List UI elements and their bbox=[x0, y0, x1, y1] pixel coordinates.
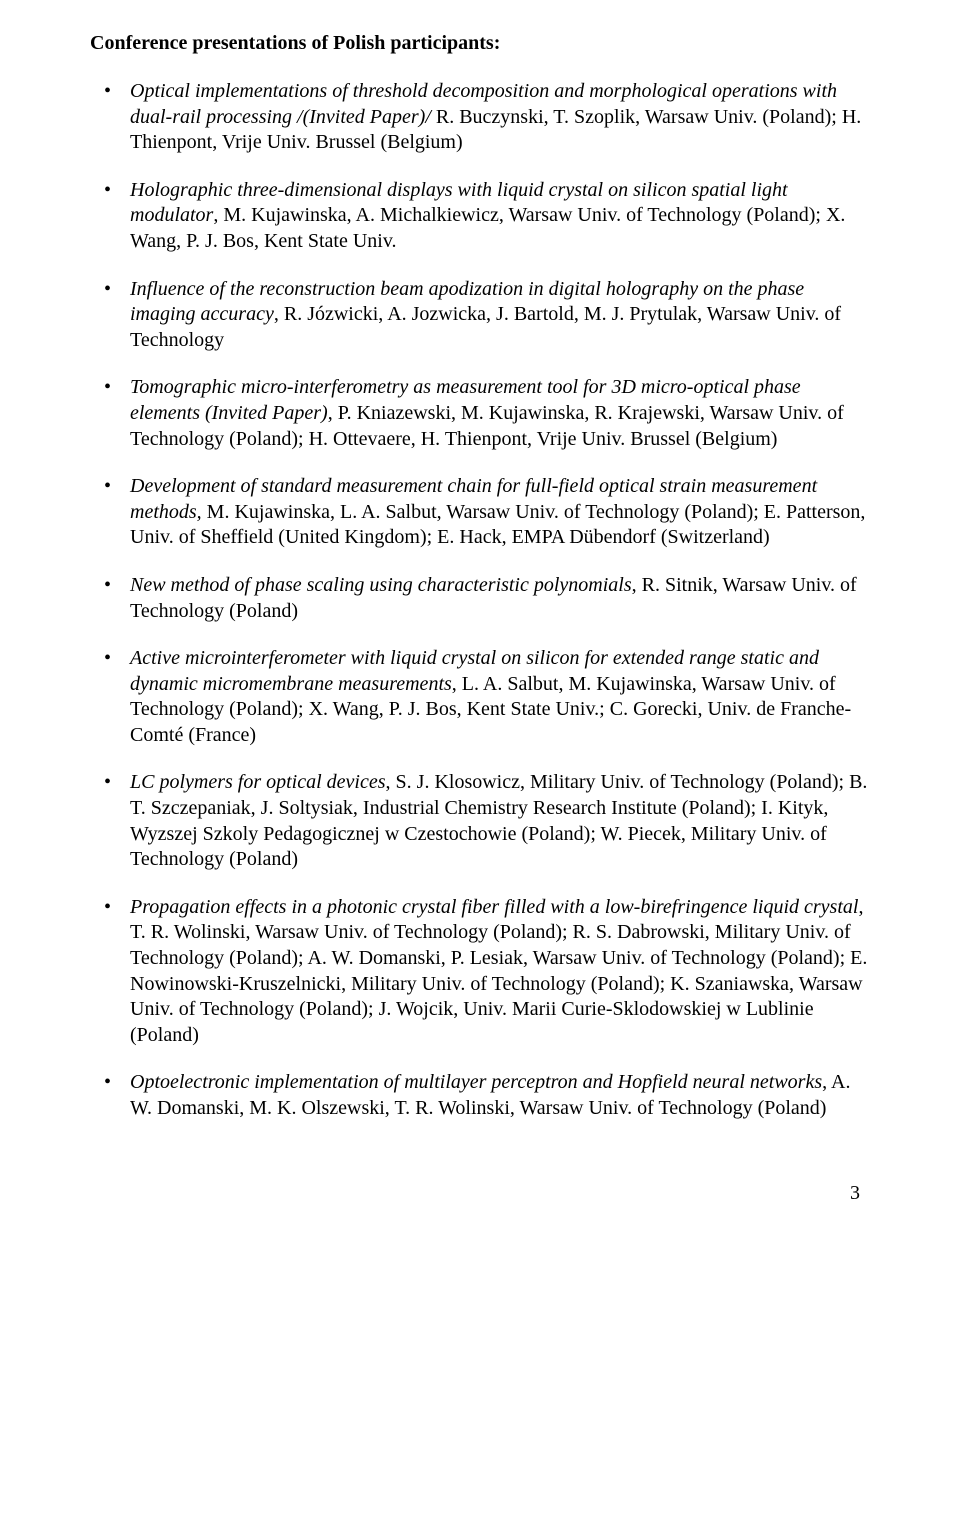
presentation-list: Optical implementations of threshold dec… bbox=[90, 79, 870, 1122]
presentation-title: Propagation effects in a photonic crysta… bbox=[130, 896, 858, 918]
presentation-title: New method of phase scaling using charac… bbox=[130, 574, 632, 596]
presentation-title: LC polymers for optical devices bbox=[130, 771, 386, 793]
presentation-authors: , M. Kujawinska, A. Michalkiewicz, Warsa… bbox=[130, 204, 845, 252]
list-item: Optoelectronic implementation of multila… bbox=[90, 1070, 870, 1121]
list-item: Holographic three-dimensional displays w… bbox=[90, 178, 870, 255]
presentation-authors: M. Kujawinska, L. A. Salbut, Warsaw Univ… bbox=[130, 501, 865, 549]
list-item: Tomographic micro-interferometry as meas… bbox=[90, 375, 870, 452]
section-heading: Conference presentations of Polish parti… bbox=[90, 32, 870, 55]
list-item: Propagation effects in a photonic crysta… bbox=[90, 895, 870, 1049]
list-item: Development of standard measurement chai… bbox=[90, 474, 870, 551]
list-item: Optical implementations of threshold dec… bbox=[90, 79, 870, 156]
list-item: Active microinterferometer with liquid c… bbox=[90, 646, 870, 748]
list-item: LC polymers for optical devices, S. J. K… bbox=[90, 770, 870, 872]
presentation-title: Optoelectronic implementation of multila… bbox=[130, 1071, 822, 1093]
presentation-authors: , T. R. Wolinski, Warsaw Univ. of Techno… bbox=[130, 896, 867, 1046]
list-item: Influence of the reconstruction beam apo… bbox=[90, 277, 870, 354]
page-number: 3 bbox=[90, 1182, 870, 1205]
list-item: New method of phase scaling using charac… bbox=[90, 573, 870, 624]
